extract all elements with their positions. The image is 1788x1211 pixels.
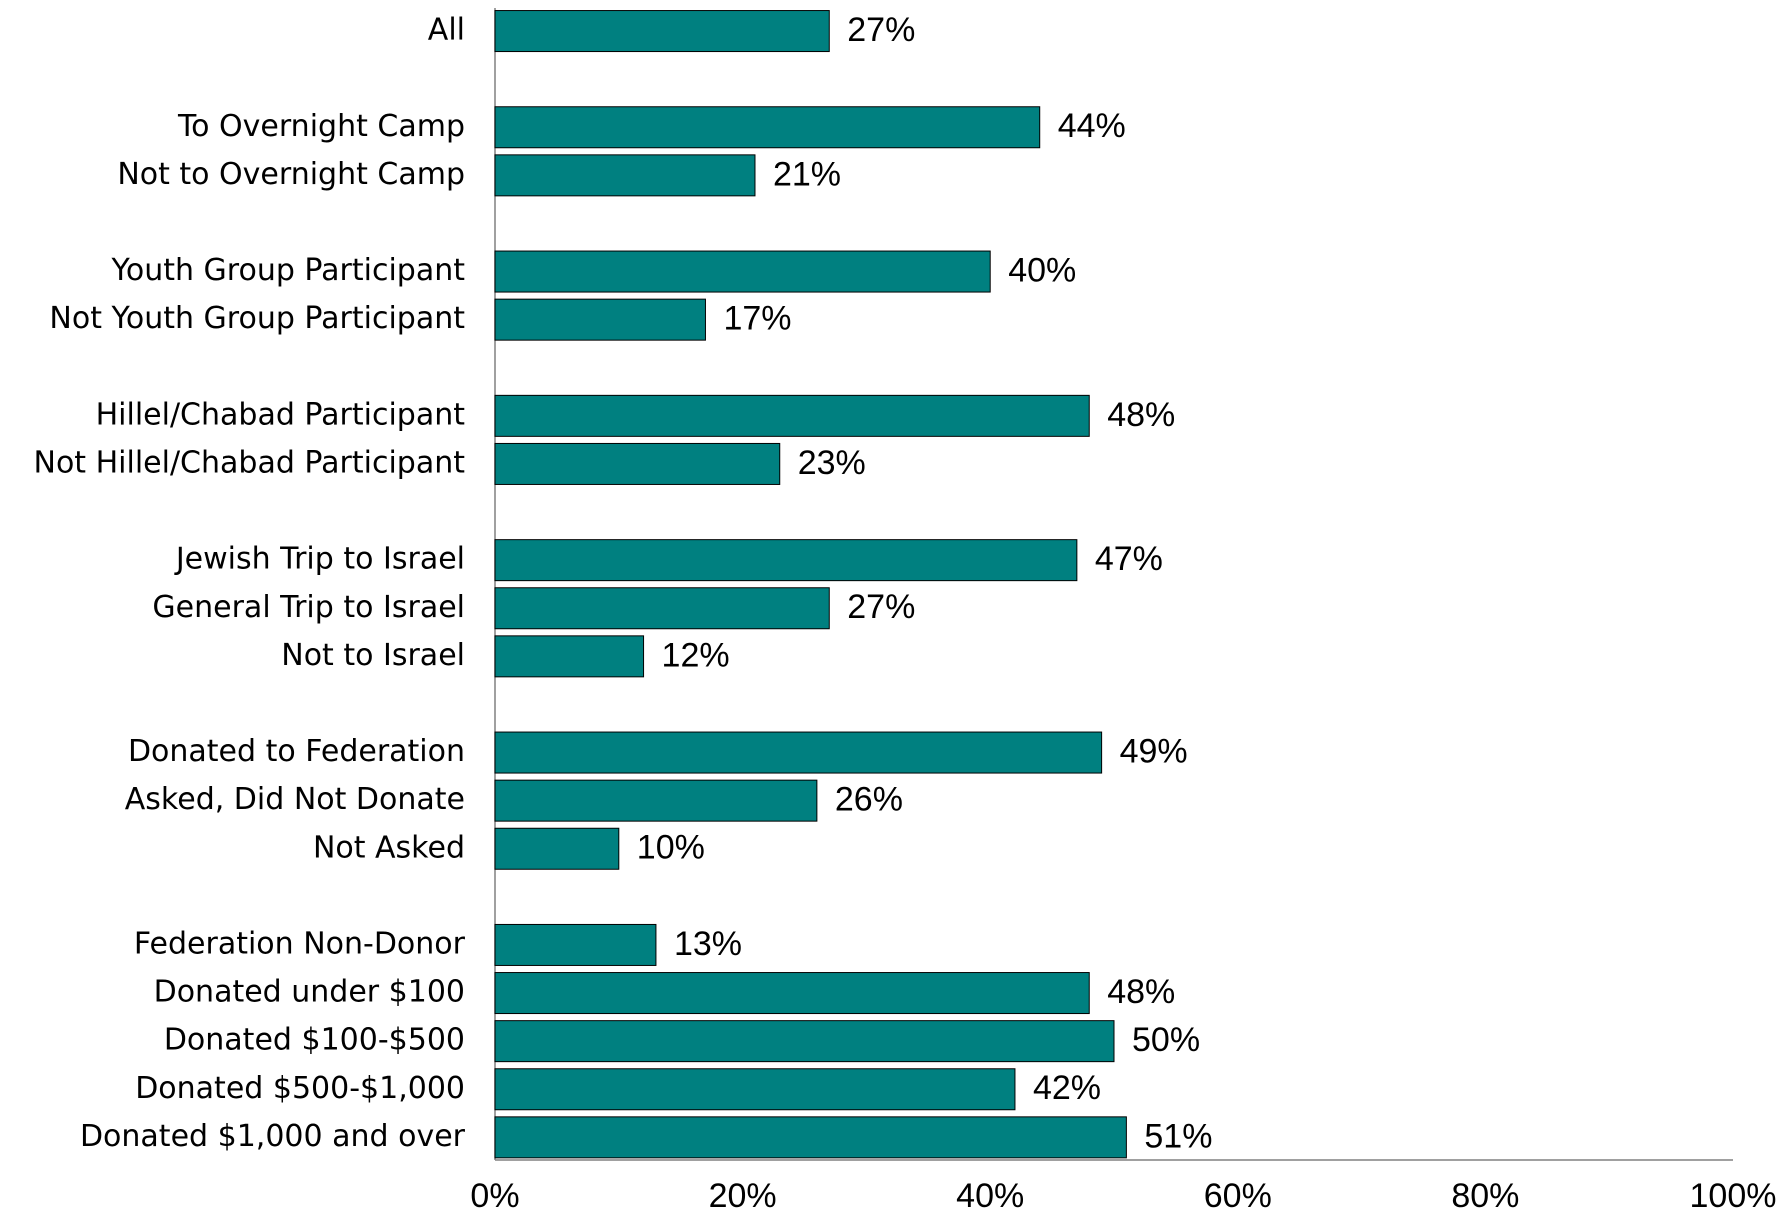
value-label: 26% [835,781,903,819]
y-tick-label: Not Hillel/Chabad Participant [34,445,466,480]
y-tick-label: Donated to Federation [128,734,465,769]
value-label: 17% [723,300,791,338]
y-tick-label: Jewish Trip to Israel [174,542,465,577]
y-tick-label: All [428,13,465,48]
value-label: 12% [662,636,730,674]
bar [494,1068,1016,1111]
value-label: 42% [1033,1069,1101,1107]
value-label: 44% [1058,107,1126,145]
bar [494,10,830,53]
y-tick-label: Federation Non-Donor [134,926,466,961]
y-tick-label: Youth Group Participant [111,253,466,288]
x-tick-label: 40% [956,1177,1024,1211]
bar [494,539,1078,582]
value-label: 40% [1008,252,1076,290]
value-label: 13% [674,925,742,963]
bar [494,779,818,822]
value-label: 21% [773,155,841,193]
y-tick-label: Donated $1,000 and over [80,1119,466,1154]
y-tick-label: Donated $500-$1,000 [135,1071,465,1106]
y-tick-label: Not Asked [313,830,465,865]
bar [494,731,1103,774]
bar [494,587,830,630]
y-tick-label: Hillel/Chabad Participant [96,397,466,432]
x-tick-label: 20% [709,1177,777,1211]
y-tick-label: To Overnight Camp [177,109,465,144]
y-tick-label: Donated under $100 [154,975,465,1010]
bar [494,972,1090,1015]
value-label: 10% [637,829,705,867]
bar [494,394,1090,437]
y-tick-label: Not Youth Group Participant [49,301,465,336]
bar [494,923,657,966]
y-tick-label: General Trip to Israel [152,590,465,625]
bar [494,827,620,870]
bar [494,250,991,293]
y-tick-label: Donated $100-$500 [164,1023,465,1058]
bar [494,1116,1127,1159]
value-label: 27% [847,588,915,626]
x-tick-label: 0% [470,1177,519,1211]
bar [494,442,781,485]
bar [494,154,756,197]
bar [494,1020,1115,1063]
value-label: 48% [1107,396,1175,434]
y-tick-label: Not to Israel [281,638,465,673]
bar [494,106,1041,149]
bar [494,635,645,678]
bar [494,298,706,341]
value-label: 50% [1132,1021,1200,1059]
x-tick-label: 80% [1451,1177,1519,1211]
value-label: 23% [798,444,866,482]
value-label: 51% [1144,1117,1212,1155]
value-label: 49% [1120,733,1188,771]
value-label: 48% [1107,973,1175,1011]
value-label: 47% [1095,540,1163,578]
x-tick-label: 100% [1690,1177,1777,1211]
y-tick-label: Not to Overnight Camp [117,157,465,192]
x-tick-label: 60% [1204,1177,1272,1211]
value-label: 27% [847,11,915,49]
y-tick-label: Asked, Did Not Donate [125,782,465,817]
